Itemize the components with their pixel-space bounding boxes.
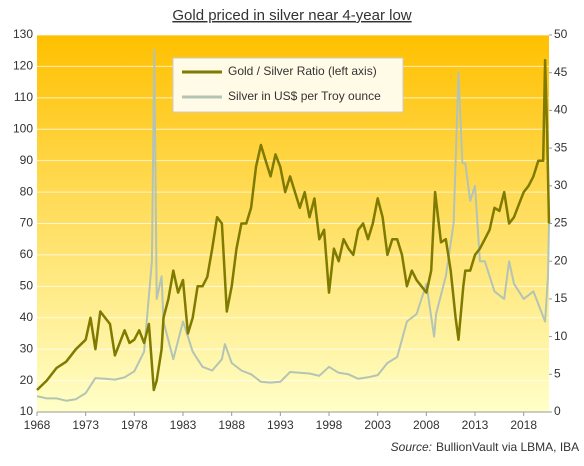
y2-tick-label: 0 xyxy=(554,404,561,418)
y2-tick-label: 35 xyxy=(554,140,568,154)
y-tick-label: 120 xyxy=(13,59,33,73)
chart-title: Gold priced in silver near 4-year low xyxy=(172,7,411,24)
y-tick-label: 80 xyxy=(20,184,34,198)
x-tick-label: 2018 xyxy=(510,418,537,432)
x-tick-label: 1998 xyxy=(316,418,343,432)
legend-box xyxy=(172,57,404,113)
x-tick-label: 1968 xyxy=(24,418,51,432)
y-tick-label: 90 xyxy=(20,153,34,167)
y-tick-label: 30 xyxy=(20,341,34,355)
y2-tick-label: 45 xyxy=(554,65,568,79)
y-tick-label: 130 xyxy=(13,27,33,41)
legend-label: Silver in US$ per Troy ounce xyxy=(228,89,381,103)
y2-tick-label: 50 xyxy=(554,27,568,41)
source: BullionVault via LBMA, IBA xyxy=(436,440,579,454)
x-tick-label: 2003 xyxy=(364,418,391,432)
y-tick-label: 10 xyxy=(20,404,34,418)
x-tick-label: 2013 xyxy=(462,418,489,432)
series-line xyxy=(36,49,550,402)
x-tick-label: 1988 xyxy=(218,418,245,432)
y2-tick-label: 5 xyxy=(554,366,561,380)
y-tick-label: 110 xyxy=(14,90,33,104)
y-tick-label: 20 xyxy=(20,373,34,387)
legend-label: Gold / Silver Ratio (left axis) xyxy=(228,64,377,78)
x-tick-label: 1978 xyxy=(121,418,148,432)
source-label: Source: xyxy=(391,440,432,454)
y2-tick-label: 30 xyxy=(554,178,568,192)
x-tick-label: 1993 xyxy=(267,418,294,432)
legend: Gold / Silver Ratio (left axis) Silver in… xyxy=(172,57,404,113)
y-tick-label: 50 xyxy=(20,279,34,293)
x-tick-label: 1973 xyxy=(72,418,99,432)
y2-tick-label: 40 xyxy=(554,103,568,117)
y-tick-label: 60 xyxy=(20,247,34,261)
y2-tick-label: 20 xyxy=(554,253,568,267)
y-tick-label: 40 xyxy=(20,310,34,324)
x-tick-label: 1983 xyxy=(170,418,197,432)
y2-tick-label: 10 xyxy=(554,329,568,343)
y2-tick-label: 25 xyxy=(554,216,568,230)
x-tick-label: 2008 xyxy=(413,418,440,432)
series-line xyxy=(36,58,551,392)
y-tick-label: 100 xyxy=(13,121,33,135)
y2-tick-label: 15 xyxy=(554,291,568,305)
y-tick-label: 70 xyxy=(20,216,34,230)
